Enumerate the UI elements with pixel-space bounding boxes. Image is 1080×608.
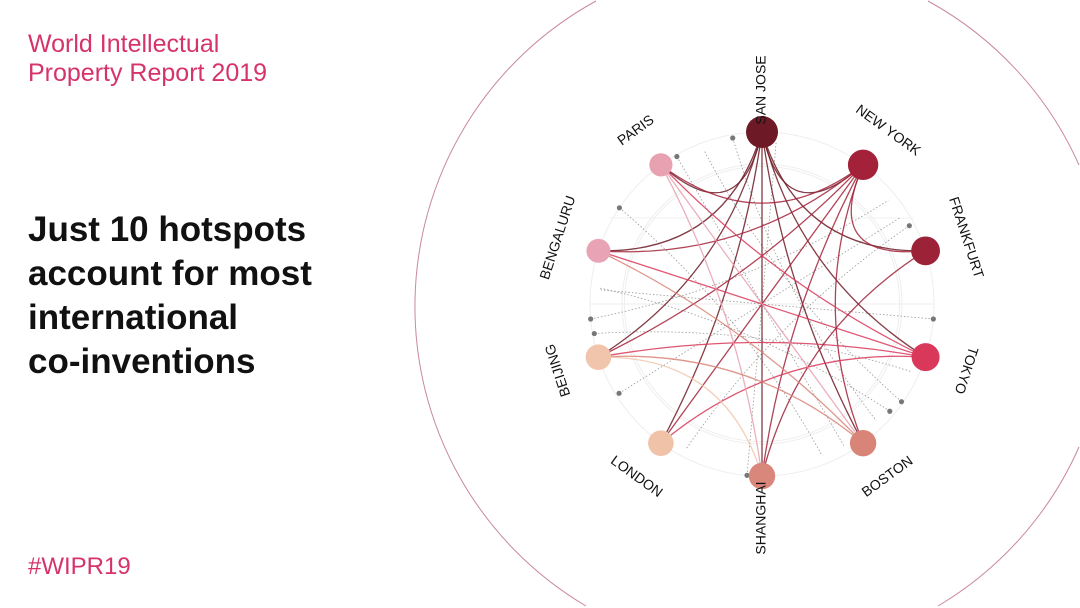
link-newyork-paris bbox=[660, 164, 864, 204]
report-title: World Intellectual Property Report 2019 bbox=[28, 30, 267, 88]
link-tokyo-paris bbox=[660, 164, 926, 358]
label-sanjose: SAN JOSE bbox=[753, 55, 769, 124]
headline-line1: Just 10 hotspots bbox=[28, 210, 307, 249]
minor-node-dot bbox=[616, 205, 623, 211]
minor-link bbox=[594, 331, 911, 372]
node-boston bbox=[849, 429, 877, 457]
label-beijing: BEIJING bbox=[541, 342, 573, 399]
link-sanjose-newyork bbox=[761, 131, 864, 194]
minor-link bbox=[732, 137, 877, 422]
minor-node-dot bbox=[930, 316, 936, 322]
minor-link bbox=[619, 207, 823, 457]
headline-line2: account for most bbox=[28, 254, 312, 293]
label-frankfurt: FRANKFURT bbox=[946, 195, 987, 281]
minor-node-dot bbox=[898, 399, 905, 405]
minor-node-dot bbox=[588, 316, 594, 322]
minor-node-dot bbox=[744, 472, 750, 478]
node-bengaluru bbox=[586, 238, 611, 263]
outer-ring bbox=[414, 0, 597, 607]
label-shanghai: SHANGHAI bbox=[753, 481, 769, 554]
node-sanjose bbox=[746, 116, 778, 148]
node-beijing bbox=[585, 344, 612, 370]
link-tokyo-london bbox=[660, 355, 926, 444]
label-boston: BOSTON bbox=[859, 452, 916, 500]
link-paris-boston bbox=[660, 164, 864, 444]
minor-link bbox=[618, 217, 901, 394]
link-boston-beijing bbox=[598, 355, 864, 444]
minor-node-dot bbox=[906, 223, 912, 229]
hashtag: #WIPR19 bbox=[28, 553, 131, 580]
node-shanghai bbox=[748, 462, 776, 490]
link-newyork-boston bbox=[834, 164, 864, 444]
node-london bbox=[648, 430, 674, 456]
headline-line3: international bbox=[28, 298, 239, 337]
minor-node-dot bbox=[674, 153, 680, 160]
minor-node-dot bbox=[887, 408, 893, 414]
link-paris-shanghai bbox=[660, 164, 763, 477]
link-tokyo-beijing bbox=[598, 341, 926, 358]
link-frankfurt-shanghai bbox=[761, 250, 926, 477]
link-sanjose-boston bbox=[761, 131, 864, 444]
outer-ring bbox=[937, 446, 1080, 607]
link-sanjose-paris bbox=[660, 131, 763, 194]
minor-link bbox=[685, 225, 910, 450]
link-beijing-shanghai bbox=[598, 356, 763, 477]
link-newyork-bengaluru bbox=[598, 164, 864, 253]
headline: Just 10 hotspots account for most intern… bbox=[28, 208, 388, 384]
minor-node-dot bbox=[730, 135, 736, 141]
node-frankfurt bbox=[911, 236, 940, 266]
minor-node-dot bbox=[616, 390, 622, 396]
node-newyork bbox=[847, 149, 879, 181]
minor-node-dot bbox=[591, 330, 597, 337]
minor-link bbox=[704, 150, 902, 402]
label-london: LONDON bbox=[608, 452, 666, 500]
node-paris bbox=[649, 153, 673, 177]
link-sanjose-beijing bbox=[598, 131, 763, 358]
label-tokyo: TOKYO bbox=[952, 345, 982, 396]
label-paris: PARIS bbox=[614, 111, 657, 148]
outer-ring bbox=[927, 0, 1080, 166]
label-bengaluru: BENGALURU bbox=[536, 194, 578, 282]
headline-line4: co-inventions bbox=[28, 342, 256, 381]
link-boston-bengaluru bbox=[598, 250, 864, 444]
report-title-line2: Property Report 2019 bbox=[28, 59, 268, 87]
minor-link bbox=[599, 289, 934, 320]
link-sanjose-tokyo bbox=[761, 131, 926, 358]
node-tokyo bbox=[911, 343, 940, 372]
report-title-line1: World Intellectual bbox=[28, 30, 220, 58]
